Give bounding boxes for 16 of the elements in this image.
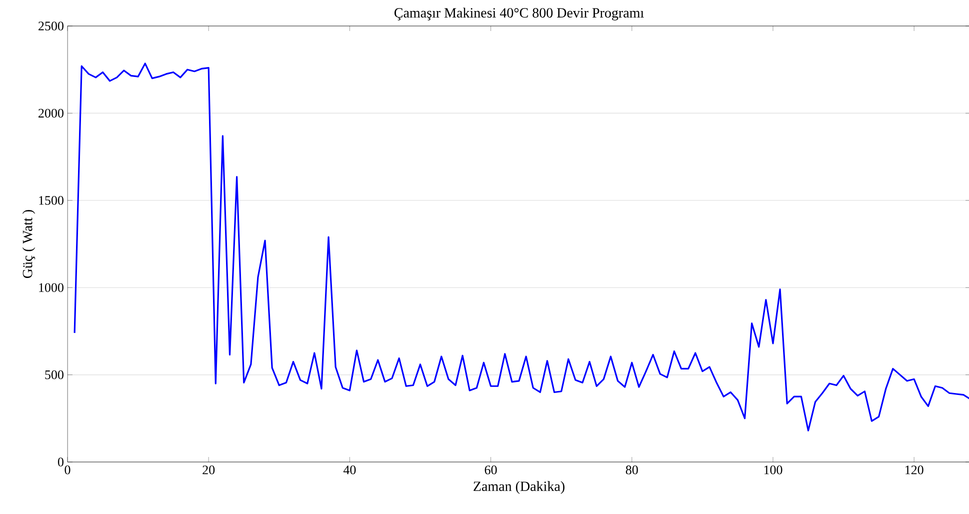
y-tick-label: 500 (45, 370, 64, 380)
x-tick-label: 100 (764, 466, 782, 474)
chart-title: Çamaşır Makinesi 40°C 800 Devir Programı (394, 8, 644, 20)
x-tick-label: 0 (64, 466, 70, 474)
y-tick-label: 1500 (39, 196, 64, 205)
x-tick-label: 120 (905, 466, 924, 474)
x-tick-label: 60 (484, 466, 497, 474)
y-tick-label: 0 (58, 458, 64, 466)
y-axis-title: Güç ( Watt ) (22, 210, 36, 278)
x-tick-label: 80 (626, 466, 638, 474)
x-axis-title: Zaman (Dakika) (474, 481, 564, 494)
y-tick-label: 2000 (38, 108, 64, 118)
y-tick-label: 1000 (39, 283, 64, 292)
x-tick-label: 20 (202, 466, 215, 474)
y-tick-label: 2500 (38, 22, 64, 30)
x-tick-label: 40 (343, 466, 356, 474)
